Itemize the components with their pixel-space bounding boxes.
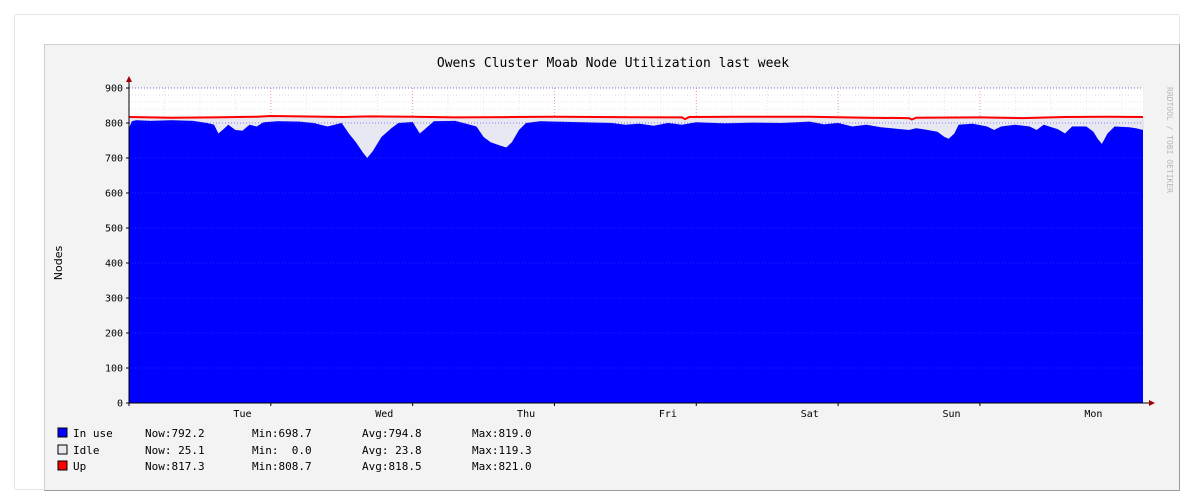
- y-axis-label: Nodes: [52, 246, 65, 281]
- chart-card: Owens Cluster Moab Node Utilization last…: [14, 14, 1180, 491]
- y-axis-arrow: [126, 76, 132, 82]
- legend-stat-max: Max:821.0: [472, 460, 532, 473]
- x-tick-label: Tue: [233, 409, 251, 420]
- legend-stat-now: Now: 25.1: [145, 444, 205, 457]
- legend-stat-now: Now:792.2: [145, 427, 205, 440]
- series-in-use-area: [129, 120, 1143, 403]
- legend-swatch: [57, 427, 68, 438]
- y-tick-label: 700: [105, 154, 123, 165]
- legend-swatch: [57, 444, 68, 455]
- legend-stat-min: Min:808.7: [252, 460, 312, 473]
- legend-name: Up: [73, 460, 86, 473]
- y-tick-label: 600: [105, 189, 123, 200]
- legend-stat-min: Min:698.7: [252, 427, 312, 440]
- x-tick-label: Sat: [801, 409, 819, 420]
- chart-svg: Owens Cluster Moab Node Utilization last…: [52, 56, 1174, 473]
- series-up-line: [128, 114, 1144, 121]
- legend-stat-min: Min: 0.0: [252, 444, 312, 457]
- y-tick-label: 900: [105, 84, 123, 95]
- legend-stat-avg: Avg: 23.8: [362, 444, 422, 457]
- legend-stat-now: Now:817.3: [145, 460, 205, 473]
- y-tick-label: 200: [105, 329, 123, 340]
- x-tick-label: Sun: [943, 409, 961, 420]
- watermark: RRDTOOL / TOBI OETIKER: [1165, 87, 1174, 193]
- y-tick-label: 800: [105, 119, 123, 130]
- y-tick-label: 300: [105, 294, 123, 305]
- chart-title: Owens Cluster Moab Node Utilization last…: [437, 56, 789, 71]
- rrd-graph: Owens Cluster Moab Node Utilization last…: [44, 44, 1180, 491]
- legend-name: Idle: [73, 444, 100, 457]
- y-tick-label: 400: [105, 259, 123, 270]
- x-tick-label: Thu: [517, 409, 535, 420]
- legend-name: In use: [73, 427, 113, 440]
- legend-stat-max: Max:819.0: [472, 427, 532, 440]
- legend-stat-avg: Avg:794.8: [362, 427, 422, 440]
- x-tick-label: Fri: [659, 409, 677, 420]
- x-tick-label: Wed: [375, 409, 393, 420]
- y-tick-label: 500: [105, 224, 123, 235]
- legend-swatch: [57, 460, 68, 471]
- y-tick-label: 100: [105, 364, 123, 375]
- y-tick-label: 0: [117, 399, 123, 410]
- legend-stat-max: Max:119.3: [472, 444, 532, 457]
- x-axis-arrow: [1149, 400, 1155, 406]
- x-tick-label: Mon: [1084, 409, 1102, 420]
- legend-stat-avg: Avg:818.5: [362, 460, 422, 473]
